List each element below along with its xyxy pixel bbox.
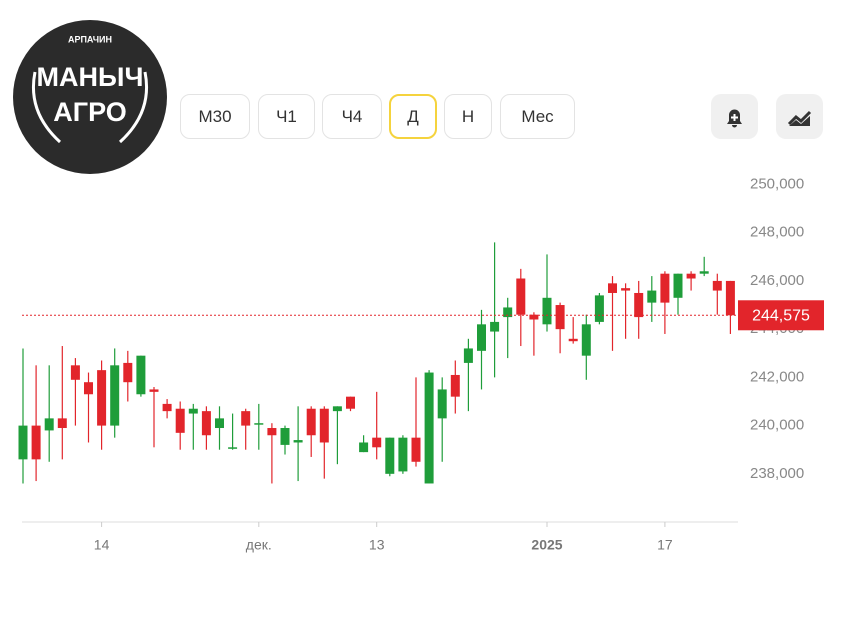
candle-body: [188, 408, 198, 414]
candle-body: [149, 389, 159, 392]
y-tick-label: 246,000: [750, 272, 804, 289]
logo: АРПАЧИН МАНЫЧ АГРО: [13, 20, 167, 174]
x-tick-label: 14: [94, 537, 110, 553]
current-price-label: 244,575: [752, 308, 810, 325]
timeframe-button[interactable]: Ч1: [258, 94, 315, 139]
candle-body: [555, 305, 565, 330]
logo-line2: АГРО: [53, 97, 126, 127]
alert-icon: [727, 109, 742, 128]
timeframe-button[interactable]: Мес: [500, 94, 575, 139]
y-tick-label: 238,000: [750, 465, 804, 482]
timeframe-button[interactable]: М30: [180, 94, 250, 139]
candle-body: [398, 437, 408, 472]
x-tick-label: 17: [657, 537, 673, 553]
current-price-box: [738, 300, 824, 331]
candle-body: [201, 411, 211, 436]
candle-body: [647, 290, 657, 303]
candle-body: [385, 437, 395, 474]
candle-body: [477, 324, 486, 351]
y-tick-label: 240,000: [750, 417, 804, 434]
candle-body: [136, 355, 146, 395]
candle-body: [372, 437, 382, 448]
candle-body: [490, 321, 500, 332]
candle-body: [293, 440, 303, 443]
y-tick-label: 244,000: [750, 320, 804, 337]
candle-body: [608, 283, 617, 293]
candle-body: [725, 280, 735, 316]
timeframe-button[interactable]: Н: [444, 94, 492, 139]
candle-body: [411, 437, 421, 462]
candle-body: [621, 288, 631, 291]
candle-body: [529, 314, 539, 320]
candle-body: [424, 372, 434, 484]
candle-body: [594, 295, 604, 322]
candle-body: [660, 273, 670, 303]
candle-body: [332, 406, 342, 412]
candle-body: [162, 403, 172, 412]
x-tick-label: 2025: [531, 537, 562, 553]
candle-body: [228, 447, 238, 449]
candle-body: [175, 408, 185, 433]
candle-body: [306, 408, 316, 436]
candle-body: [57, 418, 67, 429]
candle-body: [70, 365, 80, 380]
candle-body: [712, 280, 722, 291]
y-tick-label: 250,000: [750, 175, 804, 192]
x-tick-label: дек.: [246, 537, 272, 553]
x-tick-label: 13: [369, 537, 385, 553]
candle-body: [581, 324, 591, 356]
chart-type-icon: [787, 110, 812, 126]
timeframe-button[interactable]: Д: [389, 94, 437, 139]
candle-body: [542, 297, 552, 325]
candle-body: [634, 292, 644, 318]
alert-button[interactable]: [711, 94, 758, 139]
candle-body: [463, 348, 473, 363]
candle-body: [699, 271, 709, 274]
candle-body: [503, 307, 513, 318]
candle-body: [241, 411, 251, 426]
candle-body: [450, 374, 460, 397]
candle-body: [568, 338, 578, 342]
candle-body: [280, 428, 290, 445]
y-tick-label: 248,000: [750, 224, 804, 241]
y-tick-label: 242,000: [750, 368, 804, 385]
candle-body: [437, 389, 447, 419]
candle-body: [686, 273, 696, 279]
logo-top: АРПАЧИН: [68, 34, 112, 44]
candle-body: [18, 425, 28, 460]
timeframe-button[interactable]: Ч4: [322, 94, 382, 139]
candle-body: [359, 442, 369, 453]
chart-type-button[interactable]: [776, 94, 823, 139]
candle-body: [516, 278, 526, 315]
candle-body: [31, 425, 41, 460]
candle-body: [123, 362, 133, 383]
candle-body: [673, 273, 683, 298]
candle-body: [267, 428, 277, 436]
candle-body: [319, 408, 329, 443]
candle-body: [110, 365, 120, 426]
candle-body: [254, 423, 264, 425]
candle-body: [97, 370, 107, 426]
candle-body: [84, 382, 93, 395]
candle-body: [215, 418, 224, 429]
logo-line1: МАНЫЧ: [37, 62, 144, 92]
candle-body: [44, 418, 54, 431]
candle-body: [346, 396, 355, 409]
